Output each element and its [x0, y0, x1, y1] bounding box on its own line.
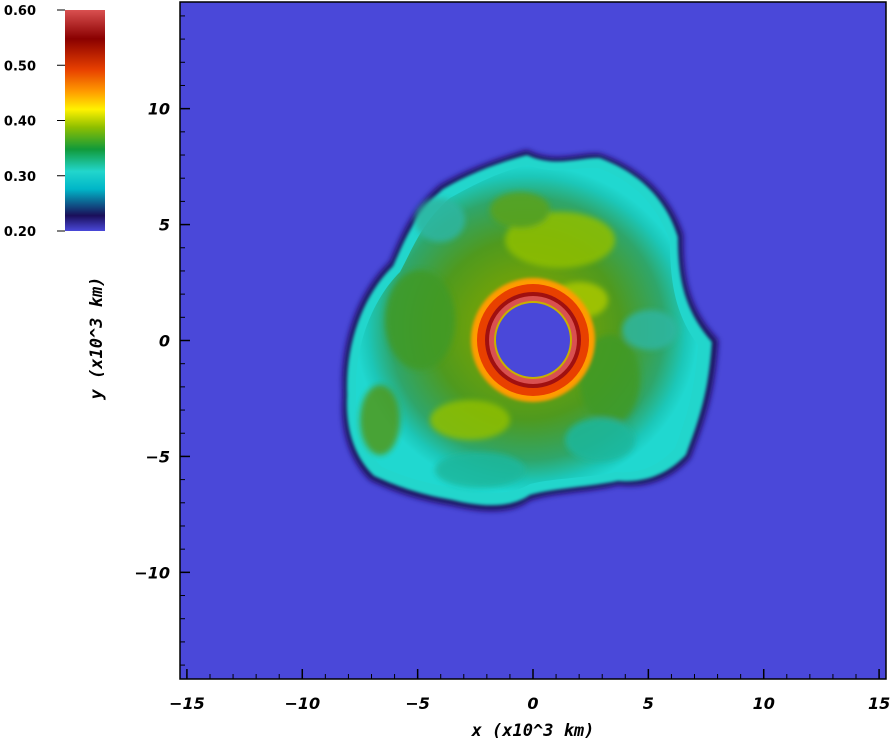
y-major-ticks	[180, 107, 190, 574]
x-tick-label: 0	[527, 694, 538, 713]
x-tick-label: −5	[405, 694, 430, 713]
x-tick-labels: −15 −10 −5 0 5 10 15	[169, 694, 890, 713]
x-tick-label: 15	[868, 694, 890, 713]
colorbar-tick-label: 0.30	[4, 170, 36, 185]
colorbar-tick-label: 0.20	[4, 225, 36, 240]
colorbar-gradient	[65, 10, 105, 231]
colorbar-tick-label: 0.60	[4, 4, 36, 19]
x-tick-label: −15	[169, 694, 205, 713]
colorbar-tick-label: 0.50	[4, 59, 36, 74]
x-major-ticks	[186, 669, 880, 679]
colorbar-labels: 0.20 0.30 0.40 0.50 0.60	[4, 4, 36, 240]
heatmap-field	[342, 150, 718, 511]
central-hole	[496, 303, 570, 377]
y-tick-label: 5	[159, 216, 170, 235]
y-tick-label: 0	[159, 332, 170, 351]
colorbar: 0.20 0.30 0.40 0.50 0.60	[4, 4, 105, 240]
y-tick-label: −5	[145, 447, 170, 466]
y-tick-label: −10	[134, 563, 170, 582]
y-tick-label: 10	[148, 100, 170, 119]
colorbar-tick-label: 0.40	[4, 115, 36, 130]
y-axis-title: y (x10^3 km)	[87, 277, 107, 401]
x-tick-label: 5	[643, 694, 654, 713]
x-axis-title: x (x10^3 km)	[471, 721, 595, 741]
x-tick-label: 10	[753, 694, 775, 713]
y-tick-labels: −10 −5 0 5 10	[134, 100, 170, 583]
x-tick-label: −10	[284, 694, 320, 713]
colorbar-ticks	[57, 9, 65, 232]
ejecta-turbulence	[360, 192, 678, 488]
